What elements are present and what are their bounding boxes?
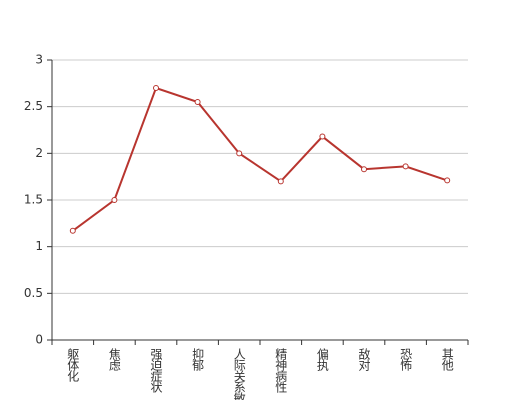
x-tick-label: 抑郁 <box>191 347 205 372</box>
y-tick-label: 0.5 <box>24 286 43 300</box>
y-tick-label: 1.5 <box>24 193 43 207</box>
y-tick-label: 0 <box>35 333 43 347</box>
point <box>111 197 118 203</box>
y-tick-label: 2.5 <box>24 99 43 113</box>
point <box>194 99 201 105</box>
point <box>319 133 326 140</box>
line <box>72 86 448 232</box>
x-tick-label: 精神病性 <box>274 348 288 394</box>
y-tick-label: 1 <box>35 239 43 253</box>
point <box>236 150 243 157</box>
x-tick-label: 强迫症状 <box>149 348 163 393</box>
x-tick-label: 焦虑 <box>107 348 121 371</box>
point <box>402 163 409 170</box>
point <box>361 166 367 173</box>
x-tick-label: 躯体化 <box>66 347 80 383</box>
x-tick-label: 敌对 <box>357 347 371 371</box>
x-tick-label: 偏执 <box>315 347 329 372</box>
y-tick-label: 3 <box>35 53 43 67</box>
point <box>444 177 451 184</box>
point <box>153 85 159 91</box>
x-tick-label: 恐怖 <box>399 348 413 371</box>
point <box>277 178 284 185</box>
x-tick-label: 人际关系敏感 <box>232 348 246 400</box>
point <box>69 227 76 234</box>
y-tick-label: 2 <box>35 146 43 160</box>
x-tick-label: 其他 <box>440 348 454 371</box>
